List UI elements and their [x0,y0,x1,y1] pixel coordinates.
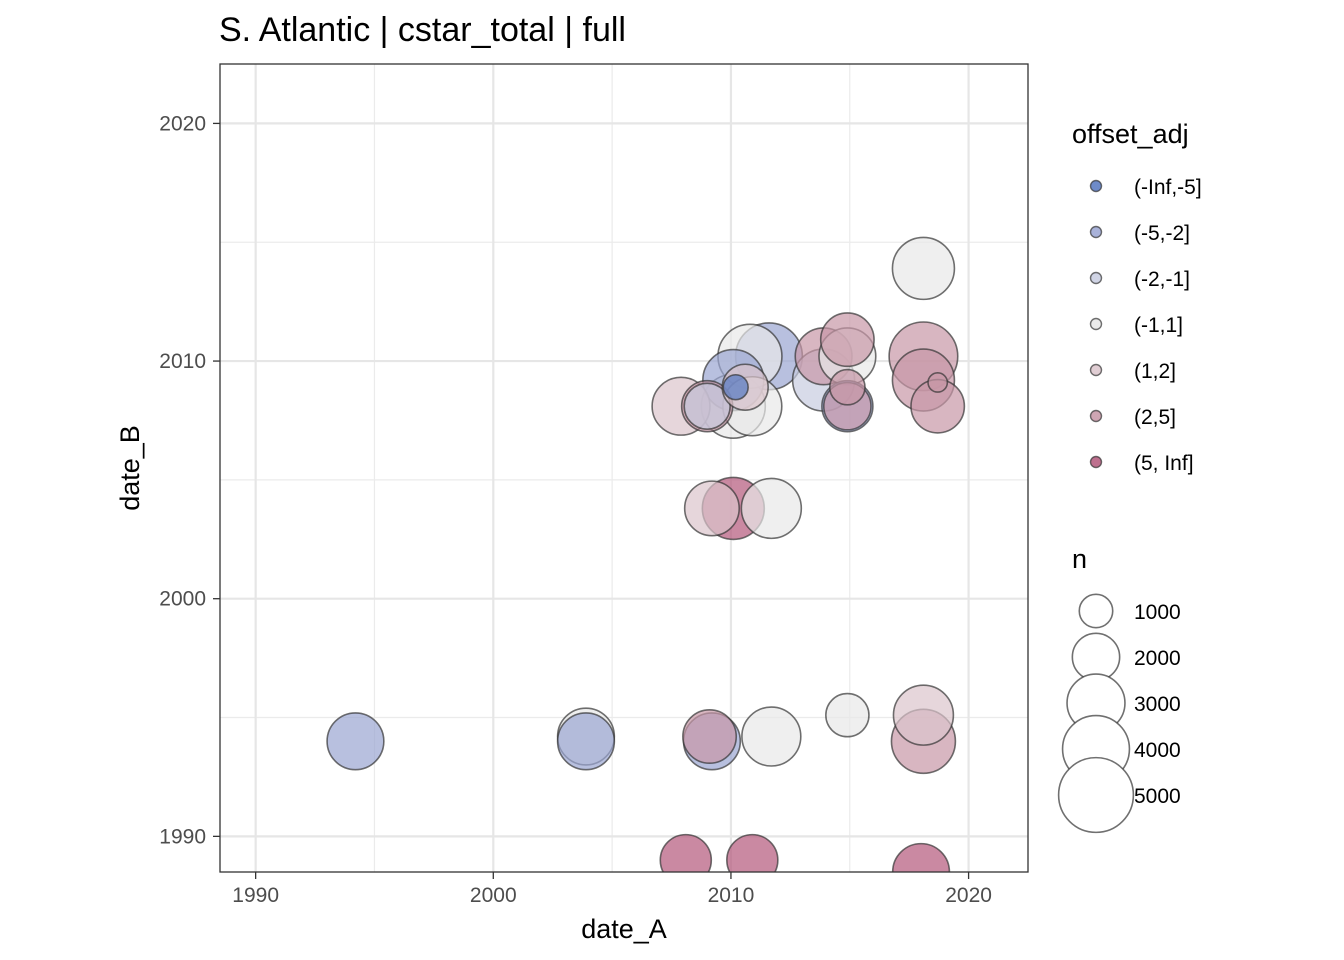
x-axis-title: date_A [581,914,667,944]
data-point [726,833,779,872]
legend-size-swatch [1078,593,1114,629]
data-point [556,712,616,771]
legend: offset_adj (-Inf,-5] (-5,-2] (-2,-1] (-1,1]… [1057,119,1202,834]
x-tick-label: 1990 [232,884,279,907]
legend-color-label: (-2,-1] [1134,268,1190,291]
legend-color-swatch [1089,179,1103,193]
legend-size-label: 2000 [1134,647,1181,670]
legend-color-label: (-Inf,-5] [1134,176,1202,199]
data-point [722,373,749,401]
legend-color-entries: (-Inf,-5] (-5,-2] (-2,-1] (-1,1] (1,2] (2,5] (… [1089,176,1202,475]
axes: 1990 2000 2010 2020 1990 2000 2010 2020 [159,112,992,907]
legend-color-label: (5, Inf] [1134,452,1194,475]
data-point [682,709,738,765]
legend-color-label: (-5,-2] [1134,222,1190,245]
y-axis-title: date_B [115,425,145,511]
data-point [892,684,955,746]
legend-color-label: (1,2] [1134,360,1176,383]
x-tick-label: 2020 [945,884,992,907]
grid-lines [220,64,1028,872]
data-point [683,480,740,537]
data-point [927,372,949,393]
x-tick-label: 2010 [708,884,755,907]
data-point [828,368,866,406]
data-point [825,692,870,738]
legend-size-label: 5000 [1134,785,1181,808]
data-points [326,236,966,872]
y-tick-label: 2020 [159,112,206,135]
legend-color-swatch [1089,363,1103,377]
plot-border [219,63,1029,873]
y-tick-label: 2000 [159,588,206,611]
legend-color-label: (2,5] [1134,406,1176,429]
x-tick-label: 2000 [470,884,517,907]
legend-size-label: 4000 [1134,739,1181,762]
legend-color-swatch [1089,455,1103,469]
legend-color-swatch [1089,225,1103,239]
legend-color-title: offset_adj [1072,119,1189,149]
legend-size-label: 1000 [1134,601,1181,624]
data-point [683,382,731,430]
legend-size-entries: 1000 2000 3000 4000 5000 [1057,593,1181,834]
legend-color-label: (-1,1] [1134,314,1183,337]
legend-color-swatch [1089,317,1103,331]
data-point [891,236,956,301]
data-point [741,706,802,767]
y-tick-label: 1990 [159,825,206,848]
data-point [740,477,803,540]
legend-size-title: n [1072,544,1087,574]
data-point [819,312,875,368]
chart-title: S. Atlantic | cstar_total | full [219,11,626,49]
legend-color-swatch [1089,409,1103,423]
y-tick-label: 2010 [159,350,206,373]
data-point [659,833,713,872]
legend-size-label: 3000 [1134,693,1181,716]
data-point [326,712,385,771]
legend-color-swatch [1089,271,1103,285]
legend-size-swatch [1057,756,1135,834]
